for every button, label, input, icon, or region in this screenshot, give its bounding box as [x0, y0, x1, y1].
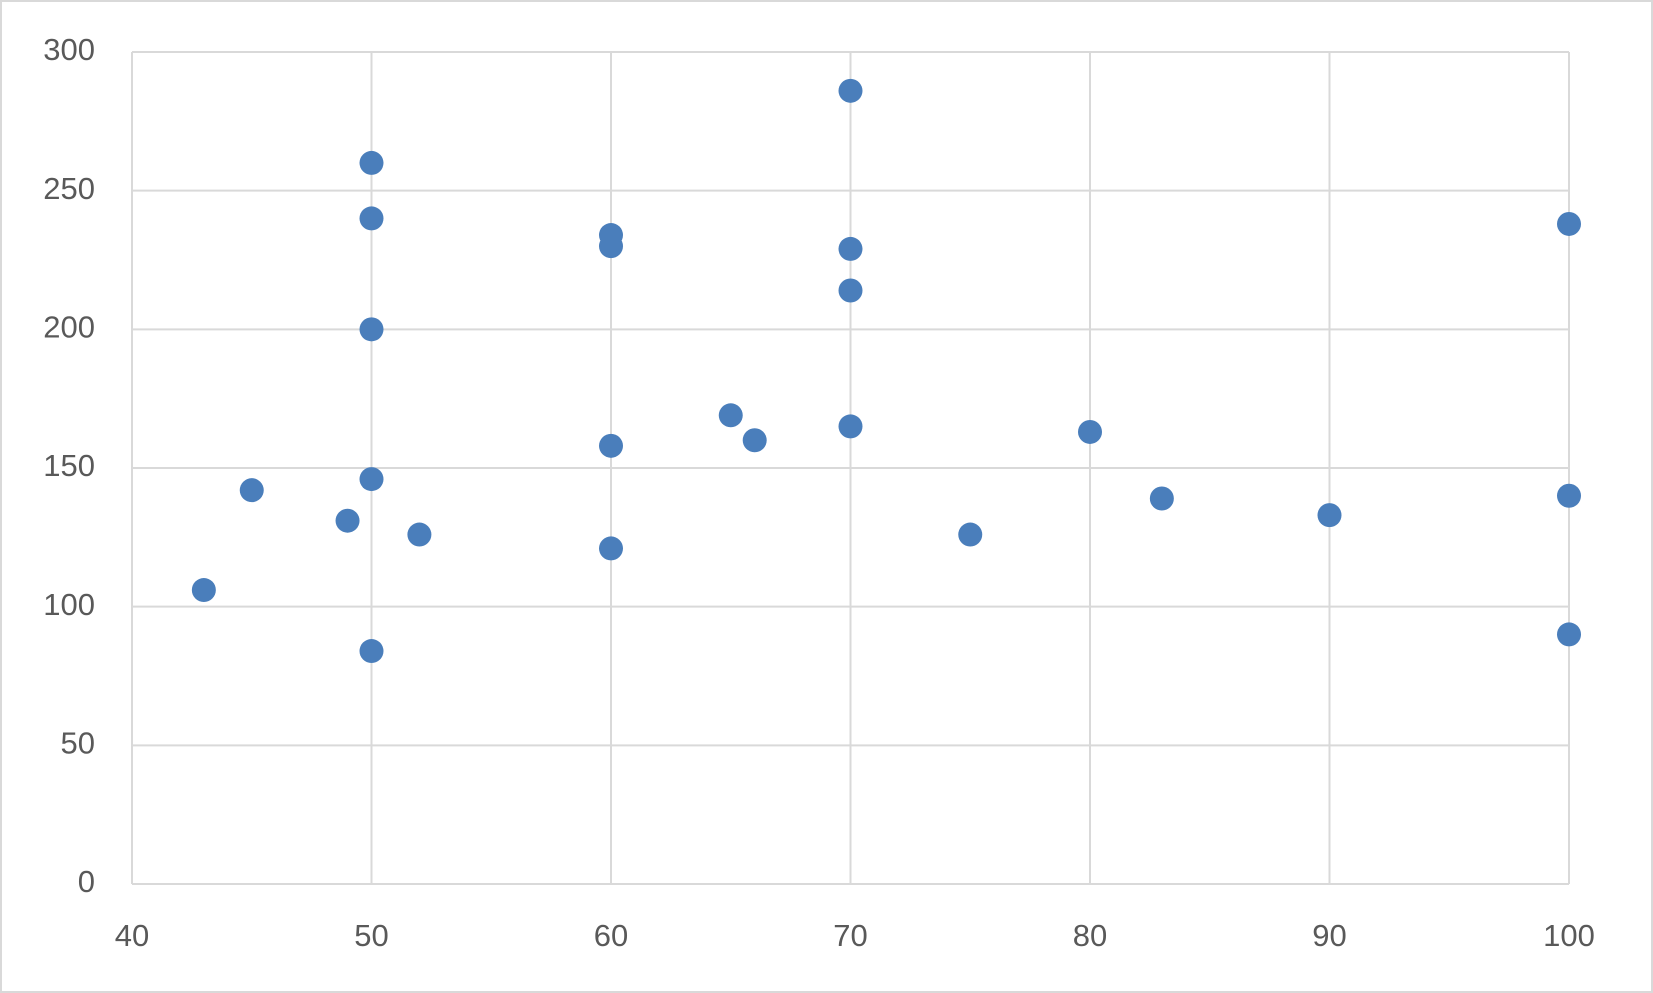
point — [359, 150, 384, 175]
point — [239, 478, 264, 503]
x-tick-label: 70 — [833, 918, 867, 953]
point — [191, 578, 216, 603]
point — [838, 414, 863, 439]
point — [359, 467, 384, 492]
x-tick-label: 60 — [594, 918, 628, 953]
point — [359, 639, 384, 664]
point — [1557, 483, 1581, 508]
point — [599, 234, 623, 259]
point — [1557, 622, 1581, 647]
y-tick-label: 50 — [61, 726, 95, 761]
y-tick-label: 300 — [43, 32, 95, 67]
x-tick-label: 40 — [115, 918, 149, 953]
point — [359, 206, 384, 231]
point — [838, 278, 863, 303]
y-tick-label: 150 — [43, 448, 95, 483]
point — [599, 433, 623, 458]
point — [335, 508, 360, 533]
point — [1078, 419, 1102, 444]
point — [838, 236, 863, 261]
point — [958, 522, 983, 547]
x-tick-label: 80 — [1073, 918, 1107, 953]
point — [1557, 211, 1581, 236]
point — [599, 536, 623, 561]
y-tick-label: 250 — [43, 171, 95, 206]
x-tick-label: 50 — [354, 918, 388, 953]
x-tick-label: 100 — [1543, 918, 1595, 953]
point — [407, 522, 432, 547]
point — [1317, 503, 1342, 528]
point — [359, 317, 384, 342]
y-tick-label: 0 — [78, 864, 95, 899]
point — [1149, 486, 1174, 511]
y-tick-label: 100 — [43, 587, 95, 622]
point — [742, 428, 767, 453]
x-tick-label: 90 — [1312, 918, 1346, 953]
point — [718, 403, 743, 428]
y-tick-label: 200 — [43, 310, 95, 345]
point — [838, 78, 863, 103]
